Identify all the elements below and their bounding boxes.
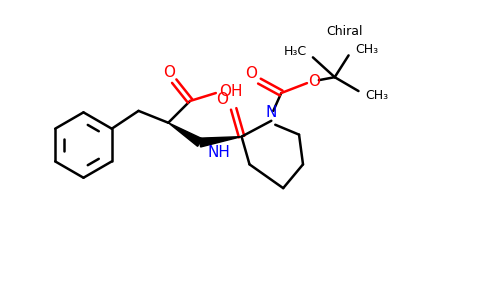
Text: CH₃: CH₃ bbox=[365, 88, 388, 101]
Polygon shape bbox=[168, 123, 202, 146]
Text: O: O bbox=[308, 74, 320, 88]
Text: Chiral: Chiral bbox=[326, 25, 363, 38]
Text: N: N bbox=[266, 105, 277, 120]
Text: CH₃: CH₃ bbox=[355, 43, 378, 56]
Text: OH: OH bbox=[219, 84, 242, 99]
Text: O: O bbox=[216, 92, 228, 107]
Text: O: O bbox=[245, 66, 257, 81]
Text: O: O bbox=[163, 65, 175, 80]
Text: H₃C: H₃C bbox=[284, 45, 307, 58]
Polygon shape bbox=[199, 136, 242, 147]
Text: NH: NH bbox=[208, 145, 231, 160]
